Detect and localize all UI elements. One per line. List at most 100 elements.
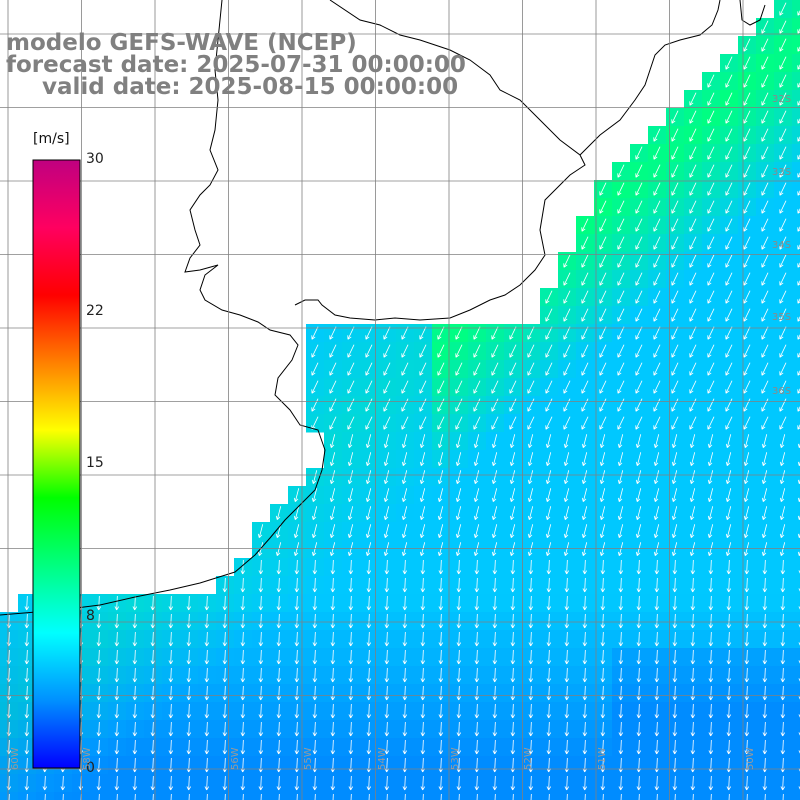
wind-arrow bbox=[636, 595, 642, 611]
wind-arrow bbox=[96, 613, 102, 629]
wind-arrow bbox=[671, 380, 679, 394]
lat-label: 32S bbox=[772, 94, 792, 105]
wind-arrow bbox=[582, 649, 588, 665]
wind-arrow bbox=[743, 326, 751, 340]
wind-arrow bbox=[437, 380, 445, 394]
wind-arrow bbox=[330, 613, 336, 629]
wind-arrow bbox=[761, 236, 769, 250]
wind-cell bbox=[792, 468, 800, 487]
wind-arrow bbox=[672, 721, 678, 737]
wind-arrow bbox=[761, 254, 769, 268]
wind-arrow bbox=[635, 308, 643, 322]
wind-arrow bbox=[635, 380, 643, 394]
wind-arrow bbox=[419, 470, 426, 485]
wind-arrow bbox=[437, 416, 445, 430]
wind-arrow bbox=[779, 452, 786, 467]
wind-arrow bbox=[527, 416, 535, 430]
wind-arrow bbox=[168, 613, 174, 629]
wind-arrow bbox=[491, 398, 499, 412]
wind-arrow bbox=[728, 793, 730, 800]
wind-arrow bbox=[455, 362, 463, 376]
wind-arrow bbox=[44, 793, 46, 800]
wind-arrow bbox=[581, 434, 588, 449]
wind-arrow bbox=[206, 793, 208, 800]
wind-arrow bbox=[636, 559, 642, 575]
wind-arrow bbox=[582, 595, 588, 611]
wind-arrow bbox=[401, 326, 409, 340]
wind-arrow bbox=[563, 254, 571, 268]
wind-arrow bbox=[132, 739, 138, 755]
wind-arrow bbox=[599, 272, 607, 286]
wind-arrow bbox=[689, 254, 697, 268]
wind-arrow bbox=[24, 703, 30, 719]
wind-arrow bbox=[186, 775, 192, 791]
wind-arrow bbox=[779, 74, 787, 88]
wind-arrow bbox=[671, 434, 678, 449]
wind-arrow bbox=[404, 793, 406, 800]
wind-arrow bbox=[743, 308, 751, 322]
wind-arrow bbox=[455, 416, 463, 430]
wind-arrow bbox=[779, 488, 786, 503]
wind-arrow bbox=[779, 2, 787, 16]
wind-cell bbox=[792, 414, 800, 433]
wind-arrow bbox=[743, 452, 750, 467]
wind-arrow bbox=[671, 542, 678, 557]
wind-arrow bbox=[275, 506, 282, 521]
wind-arrow bbox=[312, 685, 318, 701]
wind-arrow bbox=[186, 721, 192, 737]
wind-arrow bbox=[635, 182, 643, 196]
wind-arrow bbox=[294, 775, 300, 791]
wind-arrow bbox=[690, 703, 696, 719]
wind-arrow bbox=[707, 128, 715, 142]
wind-arrow bbox=[707, 434, 714, 449]
wind-arrow bbox=[563, 398, 571, 412]
wind-arrow bbox=[114, 613, 120, 629]
wind-arrow bbox=[582, 775, 588, 791]
wind-arrow bbox=[743, 506, 750, 521]
wind-arrow bbox=[420, 649, 426, 665]
wind-arrow bbox=[401, 506, 408, 521]
wind-arrow bbox=[600, 613, 606, 629]
wind-arrow bbox=[653, 398, 661, 412]
wind-arrow bbox=[330, 703, 336, 719]
wind-arrow bbox=[474, 613, 480, 629]
wind-cell bbox=[792, 702, 800, 721]
wind-arrow bbox=[725, 488, 732, 503]
wind-arrow bbox=[599, 344, 607, 358]
wind-arrow bbox=[780, 721, 786, 737]
wind-arrow bbox=[456, 613, 462, 629]
wind-arrow bbox=[329, 326, 337, 340]
wind-arrow bbox=[656, 793, 658, 800]
wind-arrow bbox=[707, 218, 715, 232]
wind-arrow bbox=[329, 362, 337, 376]
wind-arrow bbox=[726, 667, 732, 683]
wind-arrow bbox=[347, 488, 354, 503]
wind-arrow bbox=[150, 739, 156, 755]
wind-arrow bbox=[725, 434, 732, 449]
wind-arrow bbox=[635, 542, 642, 557]
wind-arrow bbox=[347, 452, 354, 467]
wind-arrow bbox=[512, 793, 514, 800]
wind-arrow bbox=[762, 685, 768, 701]
wind-arrow bbox=[150, 595, 156, 611]
wind-arrow bbox=[348, 739, 354, 755]
wind-arrow bbox=[419, 506, 426, 521]
wind-arrow bbox=[311, 542, 318, 557]
wind-arrow bbox=[599, 506, 606, 521]
wind-cell bbox=[792, 756, 800, 775]
wind-arrow bbox=[689, 218, 697, 232]
wind-arrow bbox=[689, 362, 697, 376]
wind-arrow bbox=[455, 326, 463, 340]
wind-arrow bbox=[654, 613, 660, 629]
wind-arrow bbox=[312, 613, 318, 629]
wind-arrow bbox=[635, 146, 643, 160]
wind-arrow bbox=[689, 434, 696, 449]
wind-arrow bbox=[312, 721, 318, 737]
wind-arrow bbox=[347, 344, 355, 358]
wind-arrow bbox=[726, 775, 732, 791]
wind-arrow bbox=[671, 254, 679, 268]
wind-arrow bbox=[383, 344, 391, 358]
wind-arrow bbox=[671, 200, 679, 214]
